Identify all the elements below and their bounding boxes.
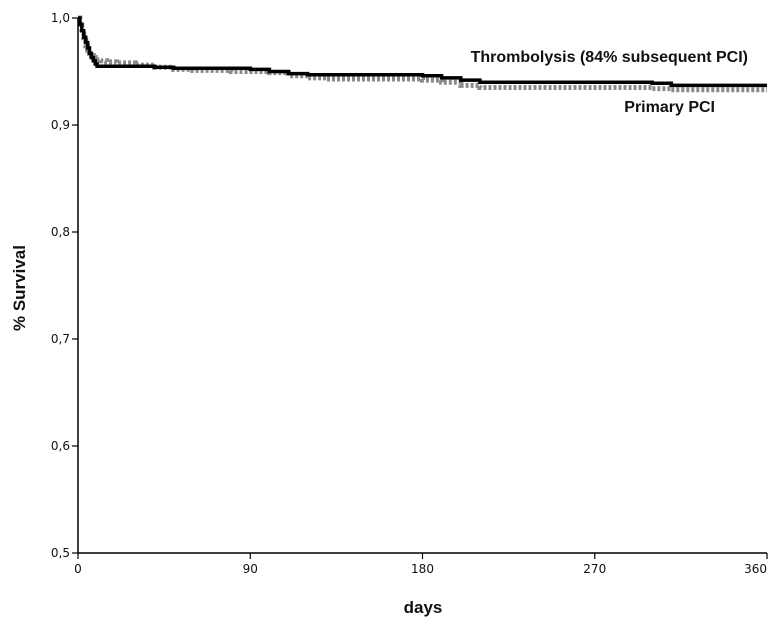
series-label-primary-pci: Primary PCI bbox=[624, 99, 715, 116]
series-line-primary-pci bbox=[78, 16, 767, 88]
y-axis-title: % Survival bbox=[10, 245, 29, 331]
y-tick-label: 0,6 bbox=[51, 439, 70, 453]
x-tick-label: 270 bbox=[583, 562, 606, 576]
y-tick-label: 0,5 bbox=[51, 546, 70, 560]
x-axis-title: days bbox=[404, 598, 443, 617]
y-tick-label: 1,0 bbox=[51, 11, 70, 25]
x-tick-label: 0 bbox=[74, 562, 82, 576]
y-tick-label: 0,7 bbox=[51, 332, 70, 346]
x-tick-label: 90 bbox=[243, 562, 258, 576]
plot-series-group bbox=[77, 15, 767, 93]
y-tick-label: 0,8 bbox=[51, 225, 70, 239]
x-tick-label: 360 bbox=[744, 562, 767, 576]
y-tick-label: 0,9 bbox=[51, 118, 70, 132]
series-label-thrombolysis: Thrombolysis (84% subsequent PCI) bbox=[471, 49, 748, 66]
x-tick-label: 180 bbox=[411, 562, 434, 576]
tick-group: 0,5 0,6 0,7 0,8 0,9 1,0 0 90 180 270 360 bbox=[51, 11, 768, 576]
